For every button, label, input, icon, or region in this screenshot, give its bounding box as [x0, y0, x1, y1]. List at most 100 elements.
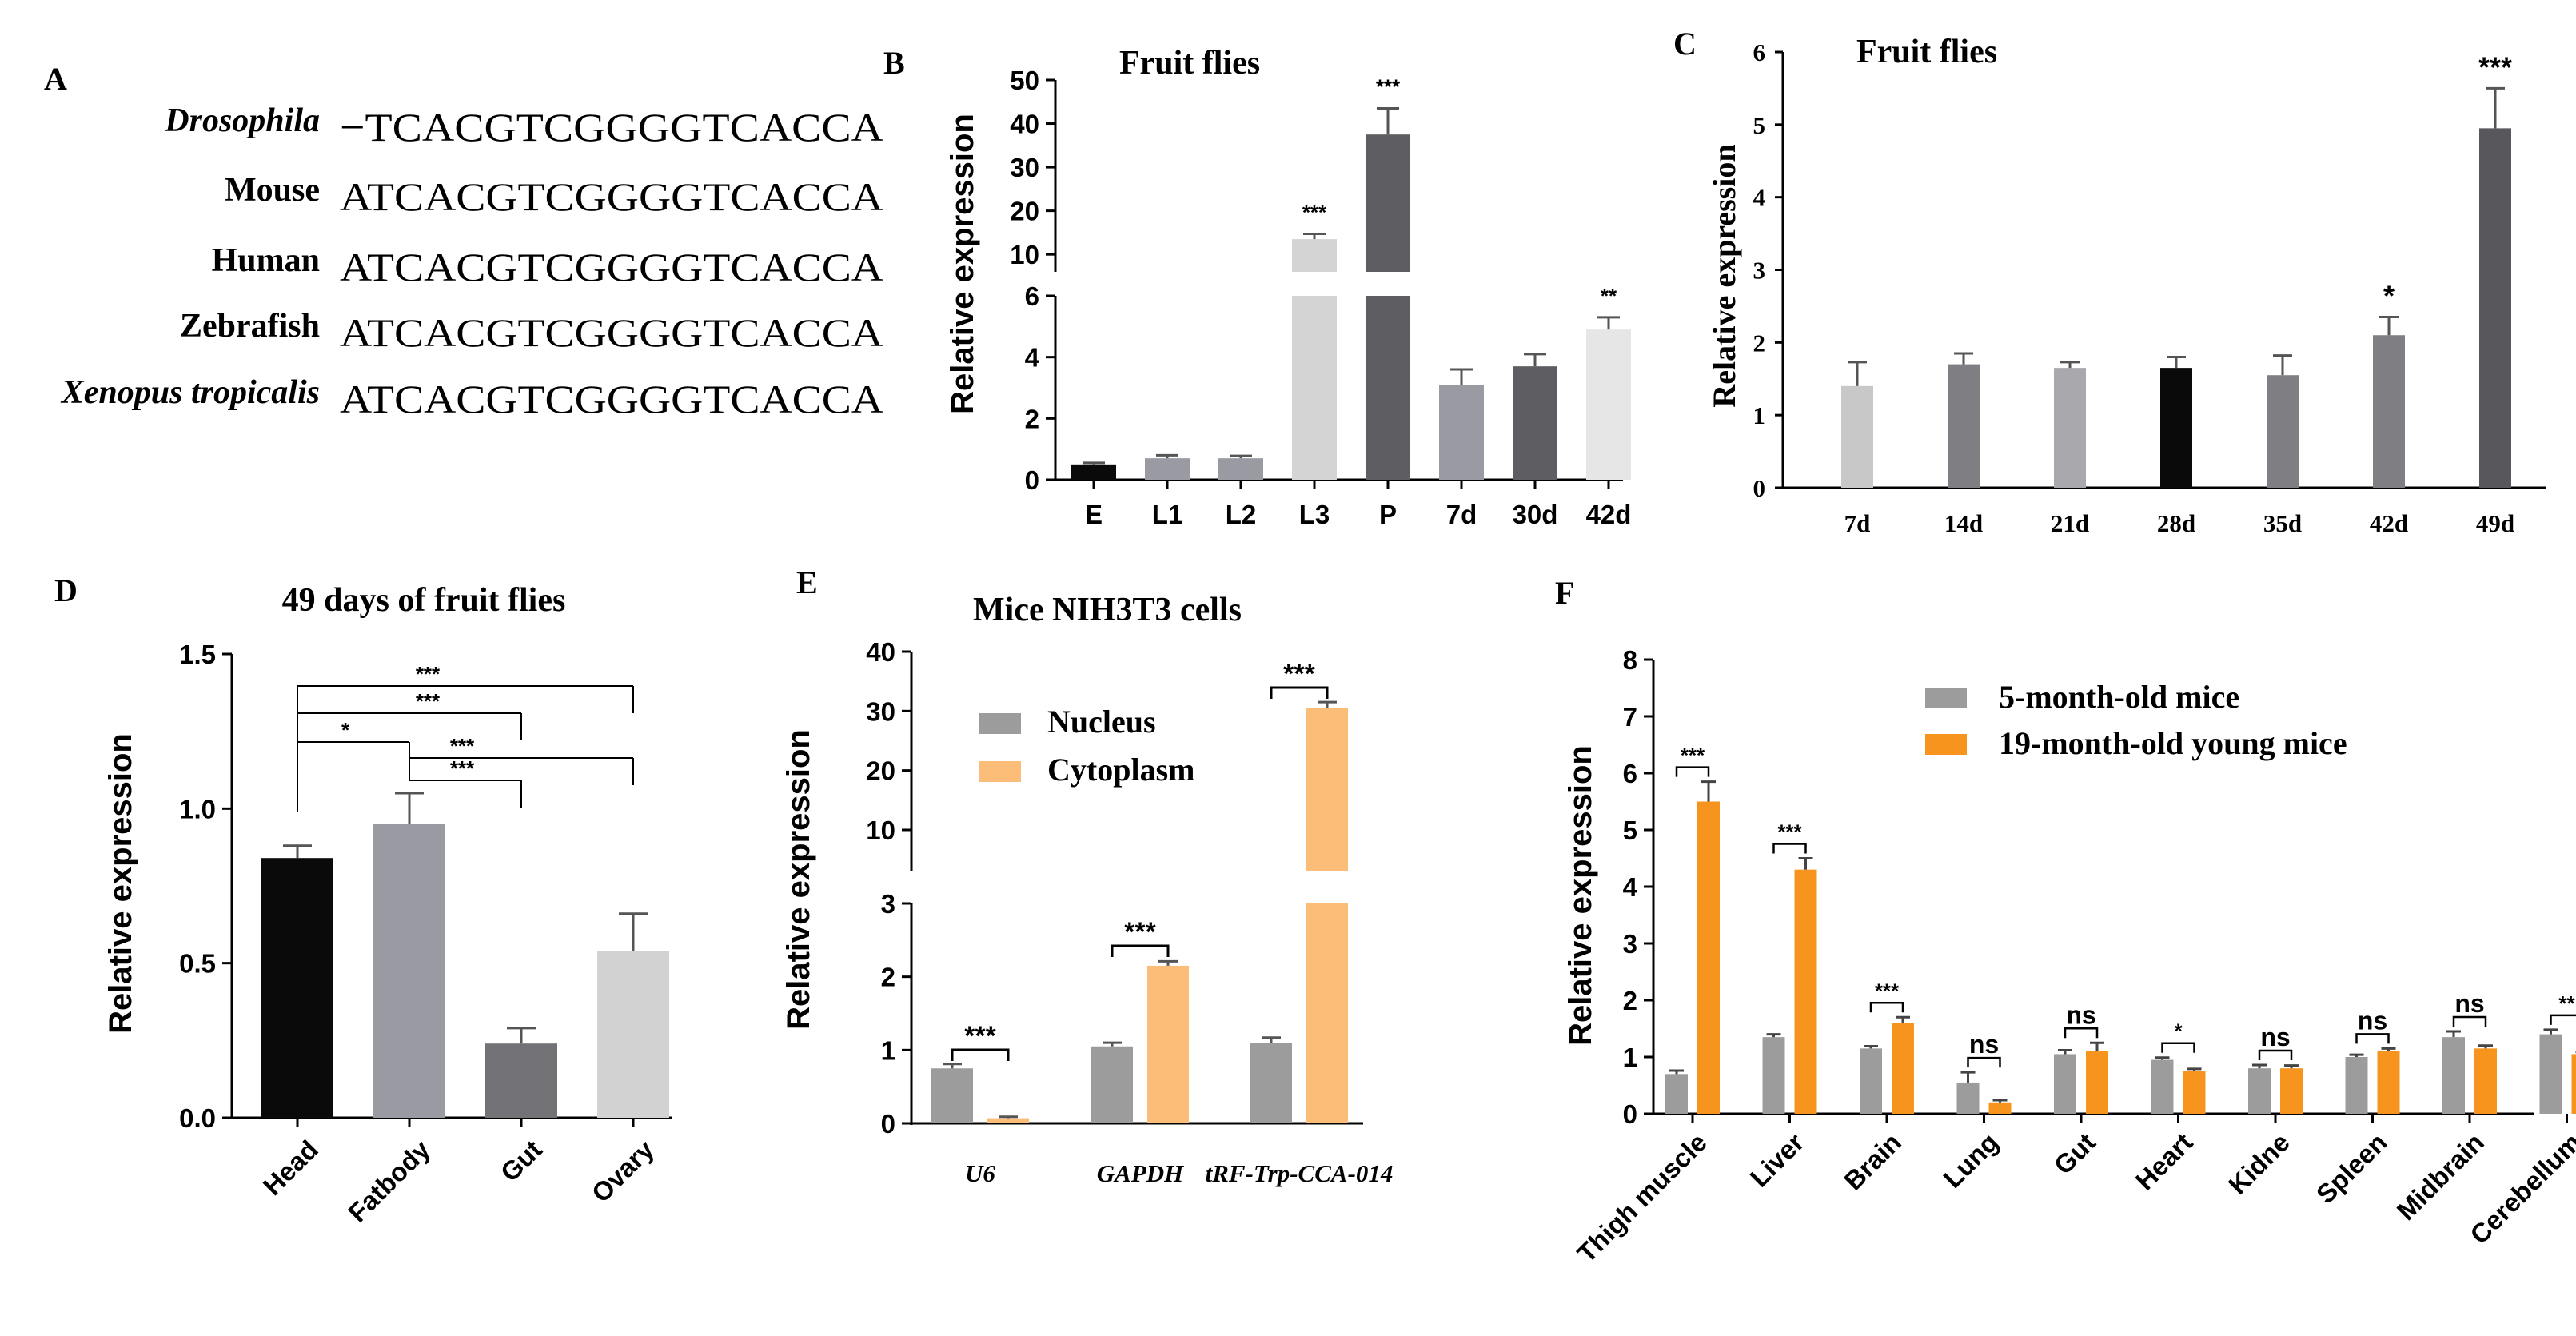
chart-b-xtick-label: 30d [1513, 500, 1558, 529]
chart-b-significance: ** [1601, 284, 1617, 308]
chart-e-title: Mice NIH3T3 cells [973, 592, 1242, 628]
chart-f-significance-bracket [2258, 1049, 2293, 1060]
chart-f-xtick-label: Thigh muscle [1571, 1127, 1713, 1269]
chart-e-legend-label-cytoplasm: Cytoplasm [1047, 752, 1194, 788]
chart-e: Mice NIH3T3 cells Relative expression 0 1 2 3… [781, 592, 1393, 1187]
chart-f-legend-swatch-19-month-old-young-mice [1925, 734, 1967, 755]
chart-e-xtick-label: U6 [965, 1159, 995, 1187]
chart-c-bar-28d [2160, 368, 2192, 488]
chart-f-xtick-label: Spleen [2311, 1127, 2393, 1210]
chart-d-xtick-label: Gut [495, 1135, 548, 1187]
chart-d-bracket-label: *** [450, 756, 475, 780]
chart-c-ytick-label: 5 [1753, 111, 1766, 139]
panel-letter-e: E [796, 564, 818, 600]
chart-f-significance-bracket [1869, 1002, 1904, 1013]
chart-c: Fruit flies Relative expression 0 1 2 3 4 5 6 7d 1… [1706, 34, 2546, 537]
chart-e-bar-cytoplasm-trf-trp-cca-014-upper [1306, 708, 1348, 871]
chart-c-xtick-label: 28d [2157, 509, 2195, 537]
chart-c-xtick-label: 14d [1944, 509, 1983, 537]
chart-f-significance-bracket [1967, 1056, 2001, 1068]
chart-f-ytick-label: 2 [1623, 986, 1637, 1015]
chart-b-bar-30d [1513, 366, 1557, 480]
chart-f-significance-bracket [2064, 1027, 2099, 1039]
panel-letter-a: A [44, 61, 67, 97]
chart-e-ytick-label: 20 [866, 756, 895, 786]
chart-f-ytick-label: 0 [1623, 1099, 1637, 1129]
chart-f-significance-bracket [2355, 1033, 2390, 1044]
sequence-zebrafish: ATCACGTCGGGGTCACCA [340, 310, 883, 355]
chart-f-xtick-label: Heart [2130, 1127, 2199, 1196]
chart-f-bar-19-month-old-young-mice-spleen [2377, 1051, 2400, 1114]
sequence-human: ATCACGTCGGGGTCACCA [340, 245, 883, 289]
species-label-human: Human [212, 242, 320, 279]
chart-e-ylabel: Relative expression [781, 729, 816, 1030]
chart-f-ytick-label: 6 [1623, 759, 1637, 788]
chart-f-legend-swatch-5-month-old-mice [1925, 688, 1967, 708]
chart-c-bar-14d [1948, 364, 1980, 488]
chart-d-bracket-label: *** [450, 734, 475, 758]
chart-f-xtick-label: Liver [1745, 1127, 1810, 1193]
chart-f-bar-19-month-old-young-mice-lung [1988, 1102, 2012, 1114]
chart-d-ytick-label: 0.0 [179, 1103, 216, 1133]
chart-f-significance-bracket [2161, 1042, 2195, 1053]
chart-b-ytick-label: 2 [1025, 404, 1039, 433]
sequence-drosophila: −TCACGTCGGGGTCACCA [340, 105, 883, 150]
chart-f-ytick-label: 8 [1623, 645, 1637, 675]
chart-e-significance: *** [964, 1021, 996, 1051]
chart-f-bar-19-month-old-young-mice-heart [2183, 1071, 2206, 1114]
chart-e-bar-nucleus-trf-trp-cca-014 [1250, 1043, 1292, 1123]
chart-b-bar-l1 [1145, 458, 1190, 480]
chart-f-bar-5-month-old-mice-gut [2054, 1054, 2076, 1114]
chart-f-ytick-label: 1 [1623, 1043, 1637, 1072]
chart-f-bar-5-month-old-mice-kidne [2248, 1068, 2271, 1114]
chart-e-ytick-label: 40 [866, 637, 895, 667]
chart-f-significance: ns [2454, 989, 2484, 1018]
chart-c-ytick-label: 0 [1753, 474, 1766, 502]
chart-c-significance: *** [2478, 50, 2512, 83]
chart-c-ytick-label: 1 [1753, 401, 1766, 429]
chart-b-ytick-label: 40 [1010, 110, 1039, 139]
chart-d-bracket-label: *** [416, 662, 441, 686]
chart-f-bar-19-month-old-young-mice-cerebellum [2571, 1054, 2576, 1114]
chart-f-significance: * [2174, 1019, 2183, 1043]
chart-d-bracket-label: * [341, 718, 350, 742]
chart-d-bar-gut [485, 1043, 557, 1118]
chart-e-ytick-label: 2 [881, 963, 895, 992]
species-label-drosophila: Drosophila [164, 102, 320, 139]
chart-b-bar-e [1071, 464, 1116, 480]
chart-c-ytick-label: 2 [1753, 329, 1766, 357]
chart-c-bar-21d [2054, 368, 2086, 488]
chart-b-title: Fruit flies [1119, 45, 1260, 82]
sequence-xenopus-tropicalis: ATCACGTCGGGGTCACCA [340, 377, 883, 421]
chart-c-ytick-label: 3 [1753, 257, 1766, 285]
chart-b-xtick-label: 7d [1446, 500, 1477, 529]
chart-f-significance: ** [2558, 991, 2575, 1015]
chart-f-significance: ns [1969, 1030, 1999, 1059]
chart-b-bar-p [1366, 296, 1410, 480]
chart-f-bar-19-month-old-young-mice-liver [1794, 869, 1817, 1114]
chart-f-ylabel: Relative expression [1563, 745, 1598, 1046]
chart-b-ytick-label: 6 [1025, 281, 1039, 311]
chart-e-xtick-label: GAPDH [1097, 1159, 1184, 1187]
chart-f-bar-5-month-old-mice-cerebellum [2539, 1034, 2562, 1114]
chart-e-significance-bracket [951, 1048, 1010, 1061]
chart-e-significance-bracket [1270, 686, 1329, 699]
chart-b-xtick-label: 42d [1586, 500, 1632, 529]
chart-f-significance: *** [1777, 820, 1802, 844]
chart-d-bracket-label: *** [416, 689, 441, 713]
panel-letter-c: C [1673, 26, 1697, 62]
chart-c-ytick-label: 6 [1753, 38, 1766, 66]
chart-b-ytick-label: 30 [1010, 153, 1039, 182]
chart-c-significance: * [2383, 280, 2395, 313]
chart-b-ytick-label: 0 [1025, 465, 1039, 495]
chart-f-ytick-label: 5 [1623, 816, 1637, 845]
panel-letter-b: B [883, 45, 905, 81]
chart-e-xtick-label: tRF-Trp-CCA-014 [1206, 1159, 1394, 1187]
chart-f-bar-19-month-old-young-mice-brain [1892, 1023, 1914, 1114]
chart-f-bar-5-month-old-mice-lung [1956, 1082, 1980, 1114]
chart-f-ytick-label: 4 [1623, 872, 1638, 902]
chart-b-bar-p-upper [1366, 134, 1410, 272]
chart-f-legend-label-5-month-old-mice: 5-month-old mice [1999, 679, 2239, 715]
chart-b-xtick-label: L2 [1226, 500, 1257, 529]
chart-c-bar-7d [1841, 385, 1873, 488]
